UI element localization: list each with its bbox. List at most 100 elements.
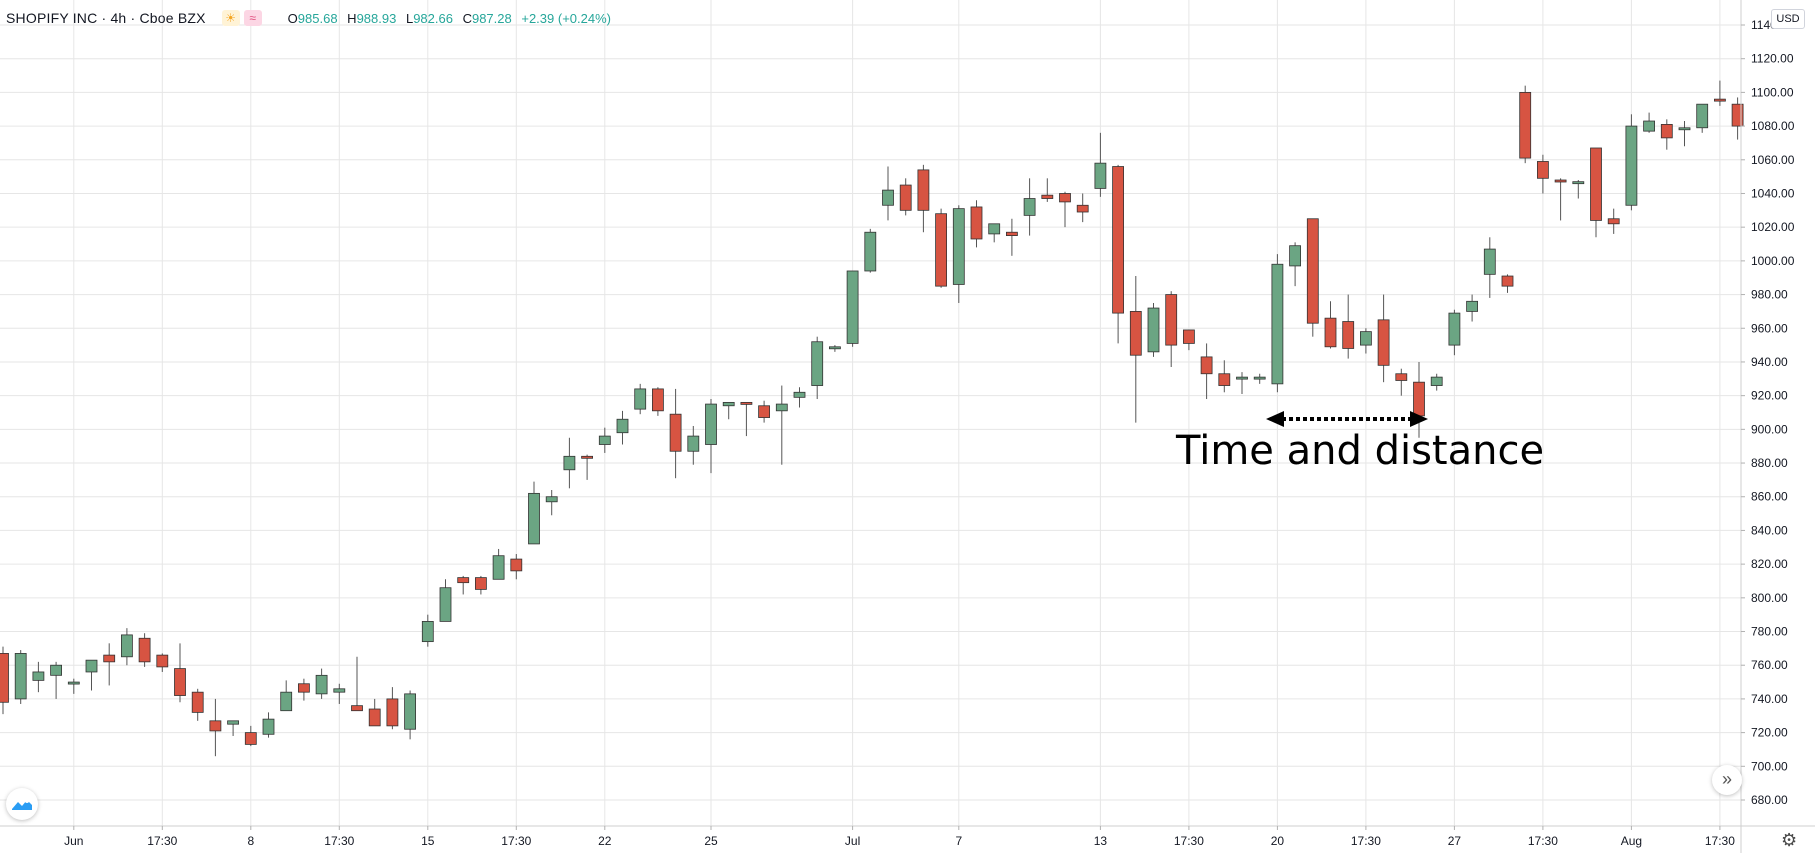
candle-down[interactable] xyxy=(191,688,204,721)
candle-up[interactable] xyxy=(67,678,80,694)
sun-icon[interactable]: ☀ xyxy=(221,10,240,26)
candle-up[interactable] xyxy=(1289,242,1301,287)
candle-up[interactable] xyxy=(793,387,806,408)
candle-up[interactable] xyxy=(262,712,275,738)
gear-icon[interactable]: ⚙ xyxy=(1781,830,1798,850)
candle-up[interactable] xyxy=(598,427,611,453)
candle-up[interactable] xyxy=(811,336,824,400)
candle-up[interactable] xyxy=(687,425,700,465)
candle-up[interactable] xyxy=(829,345,841,352)
candle-up[interactable] xyxy=(1572,180,1585,199)
candle-down[interactable] xyxy=(1537,154,1549,194)
candle-up[interactable] xyxy=(1147,302,1160,357)
candle-up[interactable] xyxy=(333,683,346,704)
candle-up[interactable] xyxy=(616,410,629,445)
currency-badge[interactable]: USD xyxy=(1771,9,1805,29)
candle-down[interactable] xyxy=(740,401,753,437)
candle-up[interactable] xyxy=(227,720,240,736)
candle-up[interactable] xyxy=(722,401,735,420)
candle-up[interactable] xyxy=(1678,121,1691,147)
candle-down[interactable] xyxy=(1590,147,1602,238)
candle-down[interactable] xyxy=(935,208,947,288)
candle-down[interactable] xyxy=(1306,218,1319,337)
candle-down[interactable] xyxy=(1660,119,1673,150)
candle-up[interactable] xyxy=(1253,373,1266,384)
candle-down[interactable] xyxy=(457,575,470,595)
candle-up[interactable] xyxy=(775,385,788,465)
candle-down[interactable] xyxy=(103,643,116,686)
candle-up[interactable] xyxy=(1466,294,1478,322)
candle-up[interactable] xyxy=(1430,373,1443,391)
candle-down[interactable] xyxy=(1059,191,1071,228)
candle-down[interactable] xyxy=(1129,276,1142,423)
candle-down[interactable] xyxy=(1342,294,1355,359)
candle-down[interactable] xyxy=(1607,208,1620,234)
candle-down[interactable] xyxy=(474,575,487,595)
candle-up[interactable] xyxy=(988,223,1001,243)
candle-down[interactable] xyxy=(510,554,523,580)
candle-up[interactable] xyxy=(439,579,452,622)
candle-down[interactable] xyxy=(652,387,664,416)
candle-down[interactable] xyxy=(1731,97,1744,140)
candle-up[interactable] xyxy=(121,628,133,666)
candle-down[interactable] xyxy=(1324,301,1337,349)
candle-down[interactable] xyxy=(1395,368,1408,396)
candle-down[interactable] xyxy=(386,687,399,730)
candle-up[interactable] xyxy=(492,548,505,580)
candle-down[interactable] xyxy=(1501,274,1514,293)
candle-up[interactable] xyxy=(1625,114,1638,211)
candle-up[interactable] xyxy=(1696,103,1709,133)
candle-down[interactable] xyxy=(209,698,222,757)
candle-down[interactable] xyxy=(174,643,186,703)
candle-up[interactable] xyxy=(421,614,434,647)
candle-up[interactable] xyxy=(563,437,576,489)
candle-up[interactable] xyxy=(14,650,27,704)
candle-down[interactable] xyxy=(917,164,930,233)
candle-up[interactable] xyxy=(1360,328,1372,354)
candle-down[interactable] xyxy=(1006,218,1018,256)
candle-down[interactable] xyxy=(1413,361,1425,438)
candle-up[interactable] xyxy=(528,481,540,545)
candle-up[interactable] xyxy=(404,690,417,740)
candle-up[interactable] xyxy=(864,228,877,273)
candle-down[interactable] xyxy=(758,400,770,423)
candle-up[interactable] xyxy=(280,680,293,712)
candle-up[interactable] xyxy=(1023,178,1036,236)
candle-down[interactable] xyxy=(297,678,310,701)
candle-down[interactable] xyxy=(899,178,912,216)
candle-down[interactable] xyxy=(351,656,363,712)
candle-up[interactable] xyxy=(85,659,98,691)
candle-down[interactable] xyxy=(368,698,381,727)
candle-down[interactable] xyxy=(1377,294,1390,383)
candle-up[interactable] xyxy=(1448,309,1461,356)
candle-up[interactable] xyxy=(705,399,717,474)
candle-down[interactable] xyxy=(138,633,151,667)
candle-down[interactable] xyxy=(1041,178,1054,202)
candle-up[interactable] xyxy=(882,166,894,221)
candle-down[interactable] xyxy=(1076,193,1089,223)
candle-up[interactable] xyxy=(32,661,45,693)
tradingview-logo-icon[interactable] xyxy=(6,788,38,820)
candle-up[interactable] xyxy=(634,383,647,415)
candle-up[interactable] xyxy=(50,661,62,699)
candle-down[interactable] xyxy=(244,725,257,747)
candle-up[interactable] xyxy=(315,668,328,699)
candle-down[interactable] xyxy=(0,646,9,715)
candle-up[interactable] xyxy=(1236,372,1248,394)
candle-up[interactable] xyxy=(1271,254,1284,393)
candle-up[interactable] xyxy=(1643,112,1655,133)
candle-down[interactable] xyxy=(1554,178,1567,221)
candle-down[interactable] xyxy=(1112,164,1124,344)
candle-down[interactable] xyxy=(1218,360,1231,393)
candle-up[interactable] xyxy=(1483,237,1496,298)
candle-up[interactable] xyxy=(952,205,965,303)
symbol-title[interactable]: SHOPIFY INC · 4h · Cboe BZX xyxy=(6,10,206,26)
candle-down[interactable] xyxy=(156,653,169,672)
wave-icon[interactable]: ≈ xyxy=(243,10,262,26)
candle-up[interactable] xyxy=(545,490,558,516)
candle-down[interactable] xyxy=(970,200,983,248)
candle-down[interactable] xyxy=(1183,329,1195,351)
candle-down[interactable] xyxy=(1519,85,1532,164)
candle-down[interactable] xyxy=(1200,343,1213,400)
